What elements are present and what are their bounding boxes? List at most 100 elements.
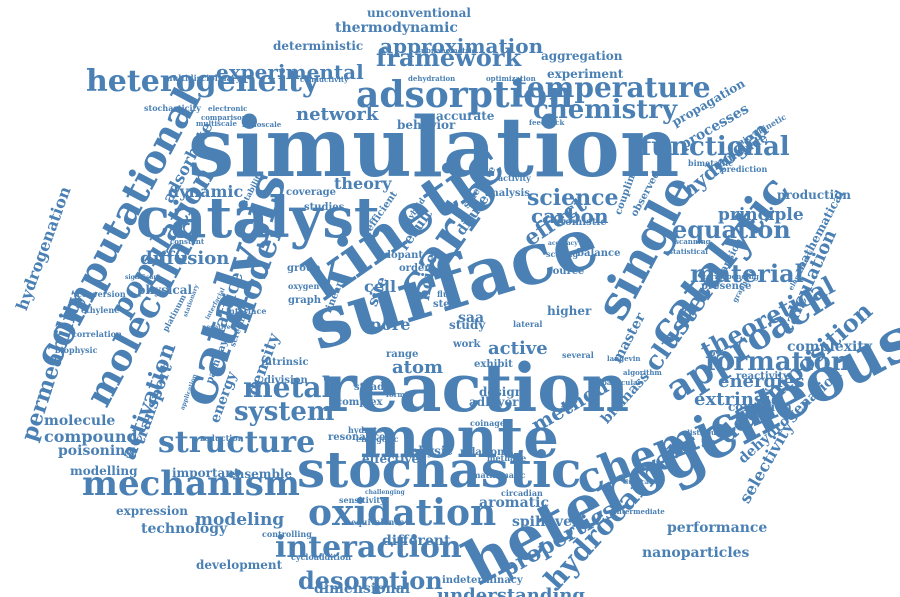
word: range	[386, 349, 419, 360]
word: optimization	[486, 74, 536, 83]
word: hydrate	[348, 425, 383, 435]
word: distributed	[685, 428, 729, 437]
word: structure	[158, 425, 316, 460]
word: unconventional	[367, 6, 471, 20]
word: atom	[392, 357, 444, 378]
word: accuracy	[548, 240, 578, 247]
word: behavior	[397, 118, 456, 132]
word: cell	[364, 277, 397, 296]
word: group	[287, 263, 321, 274]
word: studies	[304, 202, 345, 213]
word: approximation	[380, 34, 544, 58]
word: reduction	[200, 433, 244, 443]
word: intermediate	[614, 507, 665, 516]
word: challenging	[365, 489, 405, 496]
word: thermodynamic	[335, 20, 458, 36]
word: bimetallic	[688, 158, 734, 168]
word: presence	[701, 281, 752, 292]
word: cycloaddition	[291, 552, 352, 562]
word: dynamic	[168, 182, 244, 201]
word: correlation	[72, 329, 122, 339]
word: functional	[640, 132, 790, 162]
word: langevin	[607, 354, 641, 363]
word: scaling	[546, 249, 579, 259]
word: feedback	[529, 118, 565, 127]
word: coverage	[286, 187, 337, 198]
word: controlling	[262, 529, 312, 539]
word: energetic	[356, 434, 399, 444]
word: design	[479, 385, 524, 399]
word: temperature	[514, 71, 711, 104]
word: several	[562, 350, 594, 360]
word: chemistry	[533, 95, 678, 125]
word: adsorption	[356, 74, 574, 116]
word: conductivity	[300, 75, 349, 84]
word: dopant	[384, 250, 424, 261]
word: understanding	[437, 585, 585, 597]
word: spillover	[512, 514, 580, 530]
word: interaction	[275, 530, 462, 565]
word: work	[453, 339, 481, 350]
word: nanoparticles	[642, 545, 750, 561]
word: molecule	[44, 413, 116, 429]
word: diffusion	[140, 248, 230, 269]
word: dehydration	[408, 74, 456, 83]
word: step	[433, 299, 457, 310]
word: analysis	[485, 188, 530, 199]
word: different	[382, 533, 451, 549]
word: algorithm	[623, 368, 662, 377]
word: physical	[137, 283, 193, 297]
word: accurate	[436, 109, 495, 123]
word: saa	[458, 310, 485, 326]
word: coinage	[470, 418, 505, 428]
word: stochastic	[297, 440, 582, 499]
word: expression	[116, 504, 188, 518]
word: stochasticity	[144, 103, 201, 113]
word: intrinsic	[261, 357, 309, 368]
word: dimensional	[314, 581, 411, 597]
word: steady	[354, 382, 390, 393]
word: formation	[705, 347, 850, 377]
word: negative	[202, 324, 231, 331]
word: material	[690, 259, 804, 288]
word: nanoscale	[242, 120, 282, 129]
word: experiment	[547, 67, 624, 81]
word: modelling	[70, 464, 138, 478]
word: circadian	[501, 488, 543, 498]
word: poisoning	[58, 443, 136, 459]
word: technology	[141, 521, 228, 537]
word: equivalence	[351, 517, 405, 527]
word: pore	[370, 315, 411, 334]
word: adlayer	[469, 395, 519, 409]
word: methane	[487, 453, 527, 463]
word: monte	[360, 405, 559, 471]
word: ensemble	[228, 467, 293, 481]
word: graph	[288, 295, 322, 306]
word: study	[449, 318, 486, 332]
word: interface	[226, 306, 267, 316]
word: heterogeneity	[86, 64, 320, 99]
word: scanning	[675, 237, 711, 246]
word: metal	[243, 371, 333, 404]
word: effective	[362, 452, 420, 466]
word: formic	[386, 390, 412, 399]
word: condition	[728, 400, 792, 414]
word: mechanism	[82, 464, 300, 504]
word: extrinsic	[694, 389, 782, 410]
word: biophysic	[55, 345, 98, 355]
word: system	[234, 397, 335, 427]
word: principle	[718, 205, 804, 225]
word: duplication	[624, 479, 663, 486]
word: reaction	[322, 349, 630, 427]
word: development	[196, 558, 283, 572]
word: framework	[376, 43, 522, 72]
word: active	[488, 338, 548, 359]
word: mathematic	[472, 470, 526, 480]
word: statistical	[669, 247, 708, 256]
word: exhibit	[474, 359, 513, 370]
word: production	[777, 188, 851, 202]
word: higher	[547, 304, 592, 318]
word: multidisciplinary	[164, 73, 241, 83]
word: aromatic	[479, 495, 549, 511]
